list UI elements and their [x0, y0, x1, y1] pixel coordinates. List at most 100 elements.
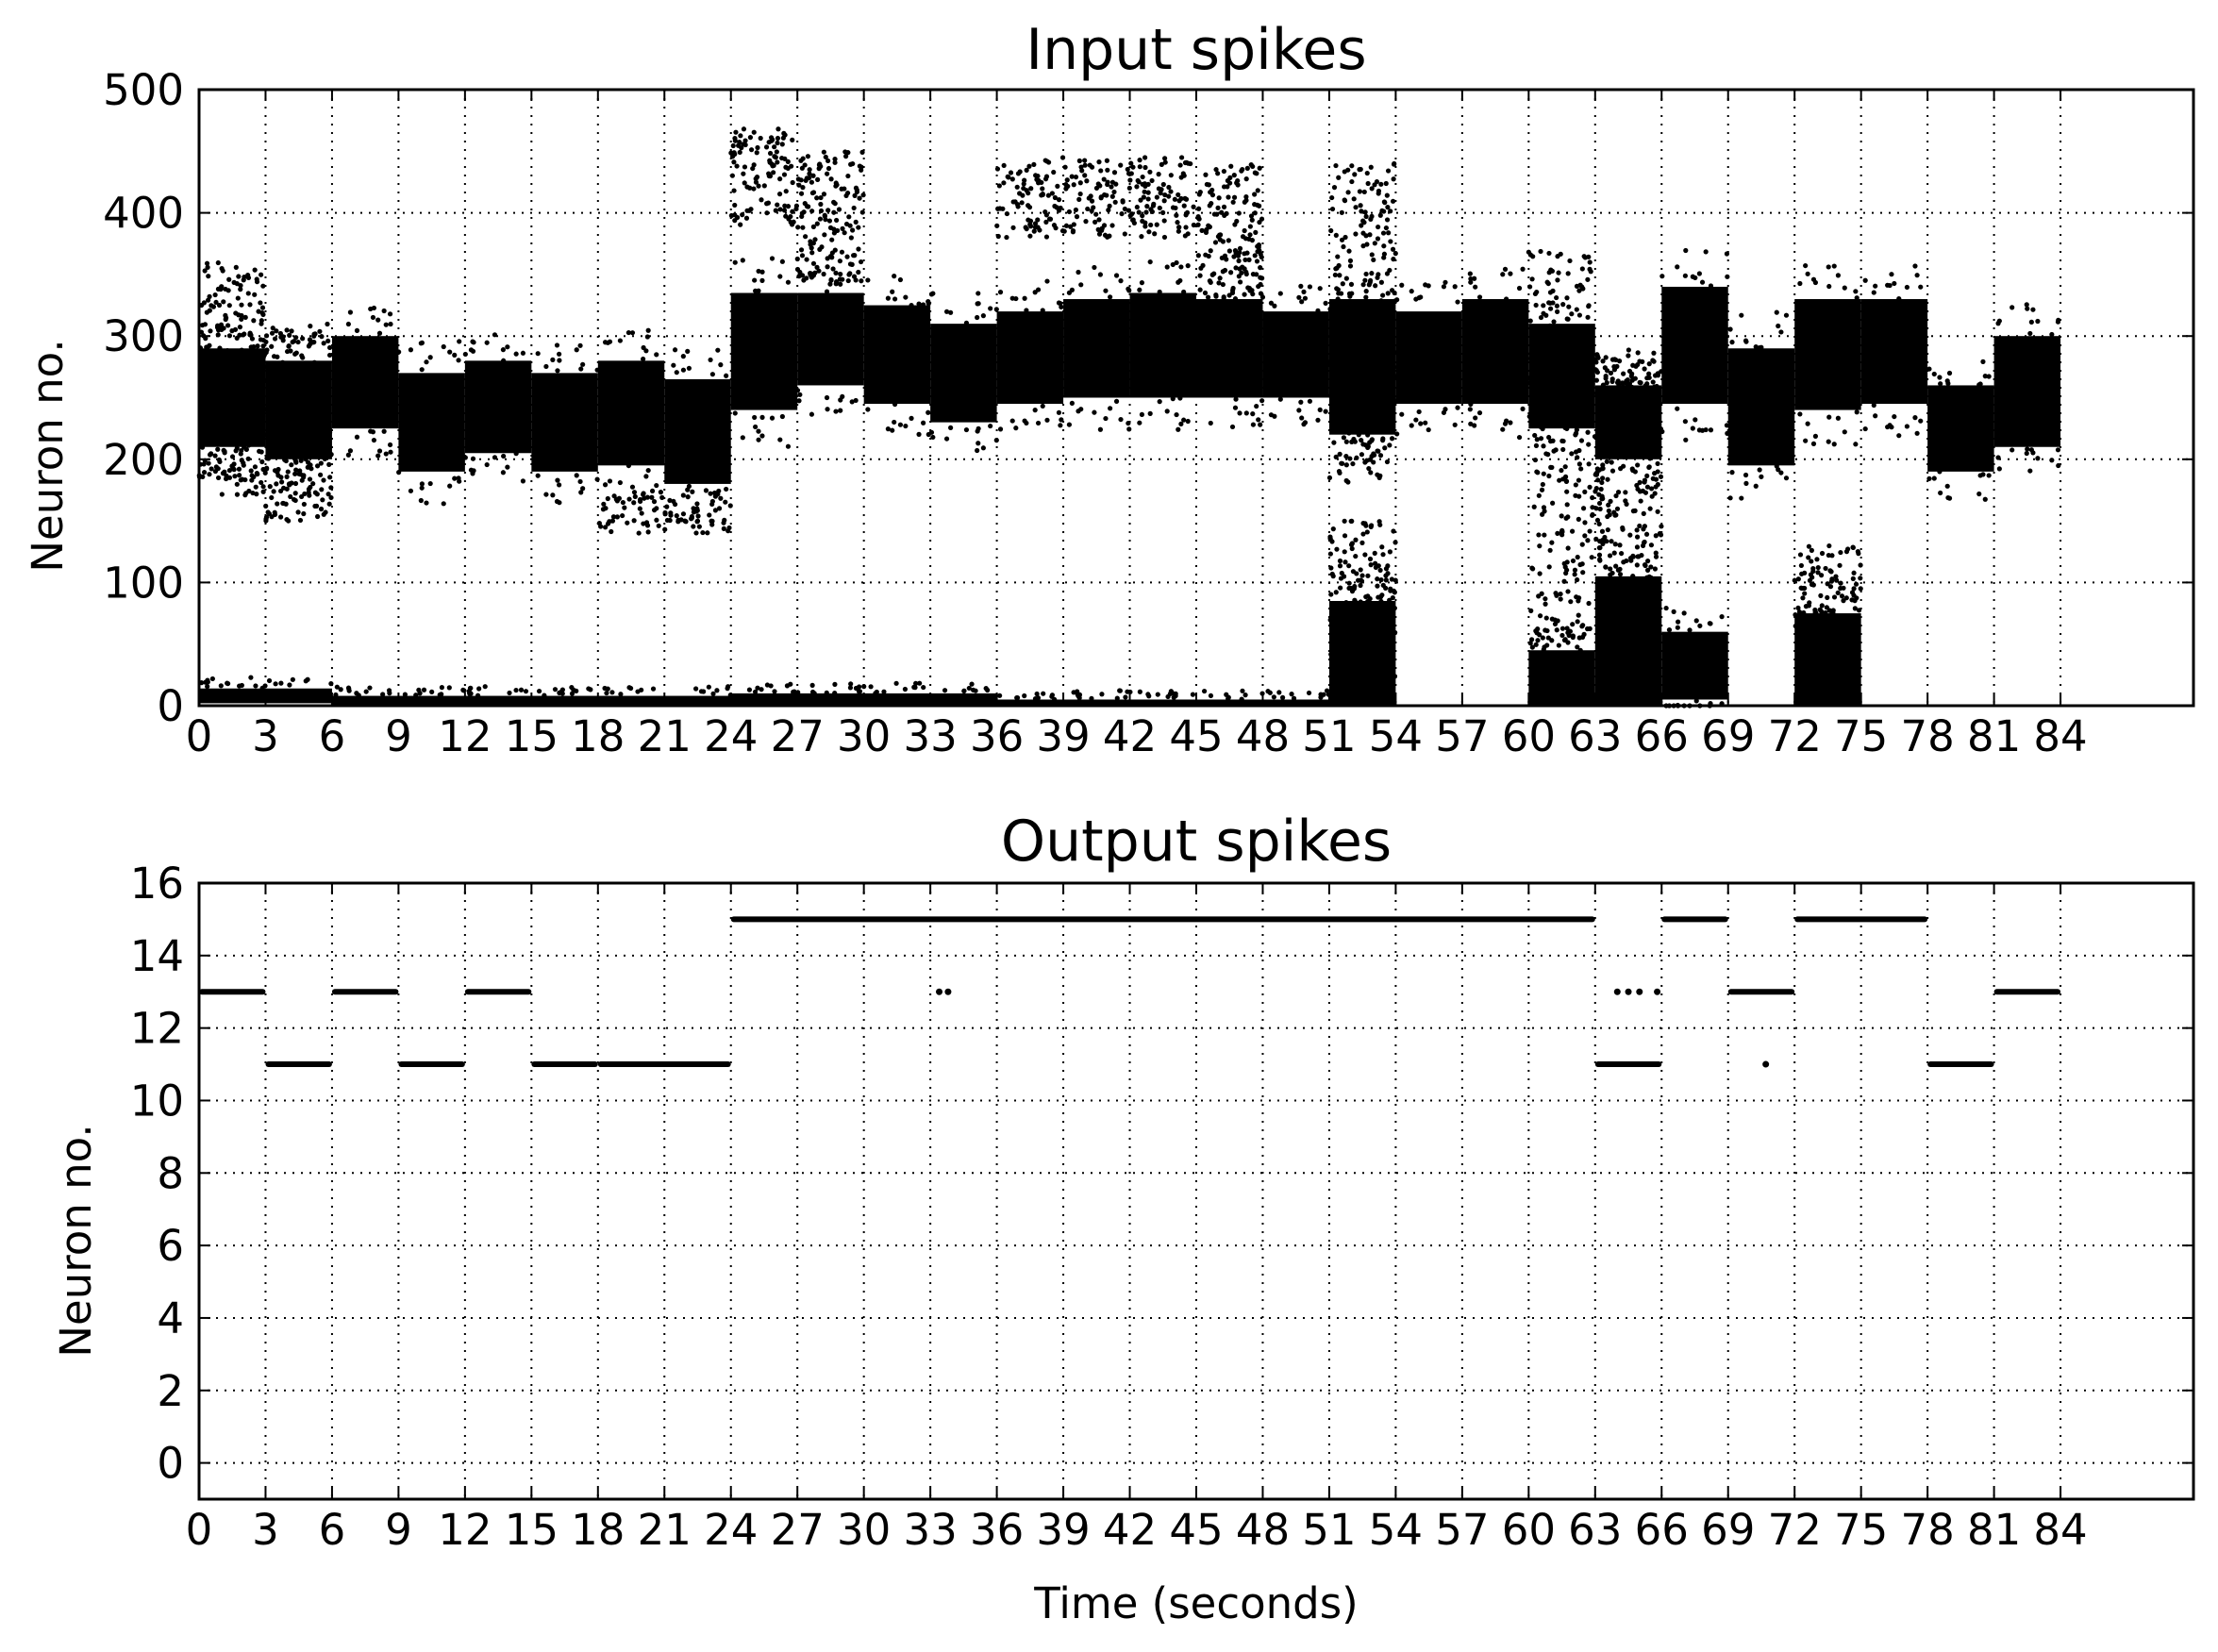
- spike-point: [1383, 585, 1389, 591]
- spike-point: [1063, 186, 1069, 192]
- spike-point: [1349, 311, 1355, 317]
- spike-point: [1022, 693, 1027, 699]
- spike-point: [1564, 567, 1570, 573]
- spike-point: [753, 179, 759, 185]
- spike-point: [1651, 443, 1657, 449]
- spike-point: [1333, 454, 1339, 459]
- spike-point: [1342, 315, 1347, 321]
- spike-point: [203, 336, 208, 342]
- spike-point: [643, 474, 649, 479]
- spike-point: [1618, 550, 1625, 557]
- spike-point: [1379, 629, 1386, 635]
- spike-point: [1541, 646, 1546, 653]
- spike-point: [1526, 380, 1532, 386]
- spike-point: [1578, 466, 1584, 472]
- spike-point: [1125, 689, 1130, 694]
- spike-point: [1858, 586, 1863, 592]
- spike-point: [1215, 205, 1221, 210]
- spike-point: [1071, 690, 1076, 695]
- spike-point: [315, 419, 321, 425]
- spike-point: [578, 490, 584, 495]
- spike-point: [1126, 426, 1132, 432]
- spike-point: [791, 689, 796, 695]
- spike-point: [1843, 624, 1849, 630]
- spike-point: [1346, 585, 1352, 592]
- spike-point: [1217, 232, 1224, 238]
- spike-point: [1382, 676, 1388, 682]
- spike-point: [1944, 483, 1950, 489]
- spike-point: [912, 685, 918, 691]
- spike-point: [292, 497, 298, 504]
- spike-point: [826, 218, 833, 224]
- spike-point: [1627, 532, 1633, 538]
- spike-point: [1335, 686, 1341, 692]
- spike-point: [1554, 294, 1559, 301]
- spike-point: [468, 467, 475, 473]
- spike-point: [1644, 421, 1650, 426]
- spike-point: [1912, 415, 1918, 421]
- spike-point: [844, 254, 850, 259]
- spike-point: [848, 161, 854, 167]
- spike-point: [903, 294, 909, 300]
- spike-point: [208, 466, 214, 472]
- spike-point: [319, 334, 325, 340]
- spike-point: [832, 201, 838, 207]
- spike-point: [740, 435, 745, 441]
- spike-point: [574, 347, 579, 353]
- spike-point: [730, 142, 736, 149]
- spike-point: [254, 470, 259, 476]
- spike-point: [1177, 277, 1183, 284]
- spike-point: [1585, 538, 1591, 543]
- spike-point: [1008, 170, 1014, 175]
- spike-point: [1084, 178, 1090, 184]
- spike-point: [1683, 437, 1689, 442]
- spike-point: [1377, 567, 1383, 574]
- spike-point: [1931, 476, 1937, 481]
- x-tick-label: 18: [571, 1505, 625, 1555]
- spike-point: [1243, 410, 1249, 416]
- spike-point: [1137, 689, 1142, 694]
- spike-point: [1353, 599, 1359, 605]
- spike-point: [222, 354, 227, 359]
- spike-point: [535, 351, 541, 357]
- spike-point: [1104, 192, 1109, 198]
- spike-point: [2049, 458, 2055, 463]
- spike-point: [859, 149, 865, 155]
- spike-point: [255, 343, 260, 349]
- spike-point: [1614, 387, 1621, 392]
- spike-point: [1277, 396, 1283, 402]
- spike-point: [1356, 684, 1361, 691]
- spike-point: [1826, 264, 1831, 270]
- spike-point: [237, 416, 242, 422]
- spike-point: [844, 190, 851, 196]
- spike-point: [1567, 258, 1573, 264]
- spike-point: [260, 283, 266, 289]
- spike-point: [1299, 299, 1305, 305]
- spike-point: [231, 467, 237, 473]
- spike-point: [213, 353, 220, 359]
- spike-point: [1244, 165, 1250, 171]
- spike-point: [1739, 312, 1744, 318]
- spike-point: [1131, 220, 1137, 226]
- spike-point: [1569, 311, 1575, 317]
- spike-point: [897, 422, 904, 427]
- spike-point: [2024, 450, 2029, 457]
- spike-point: [1380, 414, 1386, 420]
- x-tick-label: 84: [2033, 1505, 2087, 1555]
- spike-point: [1550, 500, 1556, 506]
- spike-point: [1134, 184, 1140, 190]
- spike-point: [809, 250, 815, 256]
- spike-point: [321, 455, 327, 460]
- spike-point: [1586, 442, 1592, 447]
- spike-point: [809, 245, 814, 251]
- spike-point: [1093, 185, 1100, 192]
- spike-point: [980, 313, 986, 319]
- spike-point: [279, 479, 285, 485]
- spike-point: [783, 189, 789, 194]
- spike-point: [1526, 413, 1532, 420]
- spike-point: [292, 471, 298, 476]
- spike-point: [1167, 691, 1173, 697]
- spike-point: [1142, 224, 1148, 229]
- spike-point: [781, 208, 788, 213]
- spike-point: [752, 277, 758, 283]
